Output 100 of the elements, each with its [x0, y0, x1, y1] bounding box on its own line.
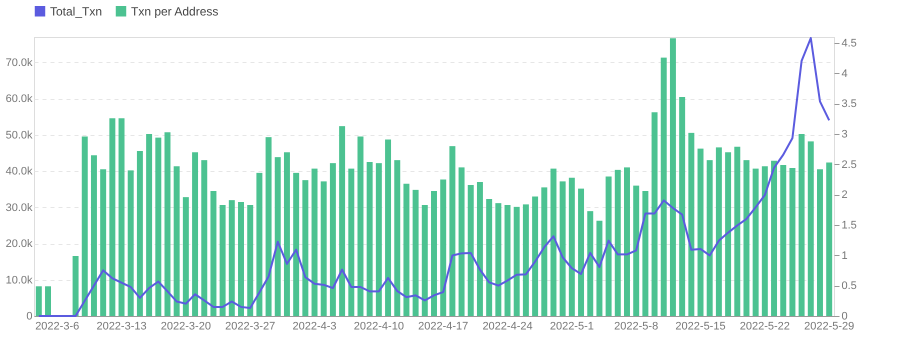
- bar: [468, 184, 474, 316]
- bar: [486, 198, 492, 316]
- bar: [798, 134, 805, 316]
- bar: [725, 152, 732, 316]
- x-tick-label: 2022-4-3: [292, 320, 337, 332]
- bar: [293, 172, 300, 316]
- bar: [596, 220, 602, 316]
- bar: [312, 168, 318, 316]
- y2-tick-label: 0: [842, 310, 848, 322]
- bar: [476, 182, 483, 316]
- bar: [514, 206, 520, 316]
- x-tick-label: 2022-3-13: [96, 320, 147, 332]
- x-tick-label: 2022-4-17: [418, 320, 468, 332]
- bar: [504, 205, 511, 316]
- bar: [256, 172, 262, 316]
- bar: [771, 160, 778, 316]
- x-tick-label: 2022-5-29: [804, 320, 854, 332]
- bar: [412, 190, 419, 316]
- bar: [100, 169, 106, 316]
- bar: [385, 140, 392, 316]
- bar: [532, 196, 538, 316]
- bar: [422, 205, 428, 316]
- y-tick-label: 10.0k: [6, 274, 33, 286]
- bar: [587, 211, 594, 316]
- bar: [182, 197, 189, 316]
- bar: [817, 169, 823, 316]
- bar: [495, 203, 502, 316]
- bar: [394, 160, 400, 316]
- bar: [578, 188, 584, 316]
- x-tick-label: 2022-5-22: [740, 320, 790, 332]
- bar: [743, 160, 750, 316]
- bar: [541, 187, 548, 316]
- y2-tick-label: 0.5: [842, 280, 857, 292]
- y-tick-label: 20.0k: [6, 238, 33, 250]
- bar: [266, 137, 272, 316]
- bar: [614, 170, 621, 316]
- bar: [403, 184, 410, 316]
- y2-tick-label: 3: [842, 128, 848, 141]
- bar: [320, 181, 327, 316]
- bar: [146, 134, 152, 316]
- bar: [220, 205, 226, 316]
- bar: [128, 170, 134, 316]
- bar: [679, 97, 686, 316]
- x-tick-label: 2022-3-27: [225, 320, 276, 332]
- bar: [606, 176, 612, 316]
- bar: [164, 132, 170, 316]
- x-tick-label: 2022-5-8: [614, 320, 658, 332]
- y-tick-label: 50.0k: [6, 129, 33, 142]
- bar: [302, 180, 308, 316]
- bar: [284, 152, 290, 316]
- bar: [780, 164, 786, 316]
- bar: [348, 168, 354, 316]
- bar: [201, 160, 208, 316]
- bar: [808, 141, 814, 316]
- bar: [90, 155, 97, 316]
- bar: [642, 191, 648, 316]
- y-tick-label: 70.0k: [6, 56, 33, 69]
- bar: [560, 181, 566, 316]
- y2-tick-label: 2.5: [842, 158, 857, 171]
- bar: [210, 191, 216, 316]
- y2-tick-label: 4: [842, 68, 848, 80]
- bar: [568, 178, 575, 316]
- bar: [550, 168, 556, 316]
- bar: [716, 147, 722, 316]
- x-tick-label: 2022-3-6: [35, 320, 80, 332]
- bar: [458, 167, 465, 316]
- y2-tick-label: 1: [842, 250, 848, 262]
- bar: [789, 168, 796, 316]
- bar: [228, 200, 235, 316]
- bar: [670, 38, 676, 316]
- bar: [431, 191, 437, 316]
- bar: [274, 157, 281, 316]
- bar: [238, 202, 244, 316]
- bar: [633, 186, 640, 316]
- bar: [706, 160, 713, 316]
- legend-label: Txn per Address: [131, 4, 218, 18]
- bar: [522, 204, 529, 316]
- y-tick-label: 40.0k: [6, 166, 33, 178]
- x-tick-label: 2022-3-20: [160, 320, 211, 332]
- bar: [366, 162, 373, 316]
- y-tick-label: 60.0k: [6, 93, 33, 106]
- bar: [826, 162, 832, 316]
- bar: [155, 138, 162, 316]
- y-tick-label: 30.0k: [6, 202, 33, 214]
- y2-tick-label: 4.5: [842, 38, 857, 50]
- bar: [247, 205, 254, 316]
- bar: [440, 180, 446, 316]
- bar: [357, 136, 364, 316]
- bar: [72, 256, 79, 316]
- bar: [109, 118, 116, 316]
- bar: [762, 166, 768, 316]
- x-tick-label: 2022-5-15: [675, 320, 726, 332]
- bar: [752, 168, 759, 316]
- bar: [339, 126, 346, 316]
- legend-label: Total_Txn: [50, 4, 102, 18]
- bar: [734, 146, 740, 316]
- y2-tick-label: 1.5: [842, 220, 857, 232]
- bar: [36, 286, 42, 316]
- bar: [624, 167, 630, 316]
- bar: [192, 152, 198, 316]
